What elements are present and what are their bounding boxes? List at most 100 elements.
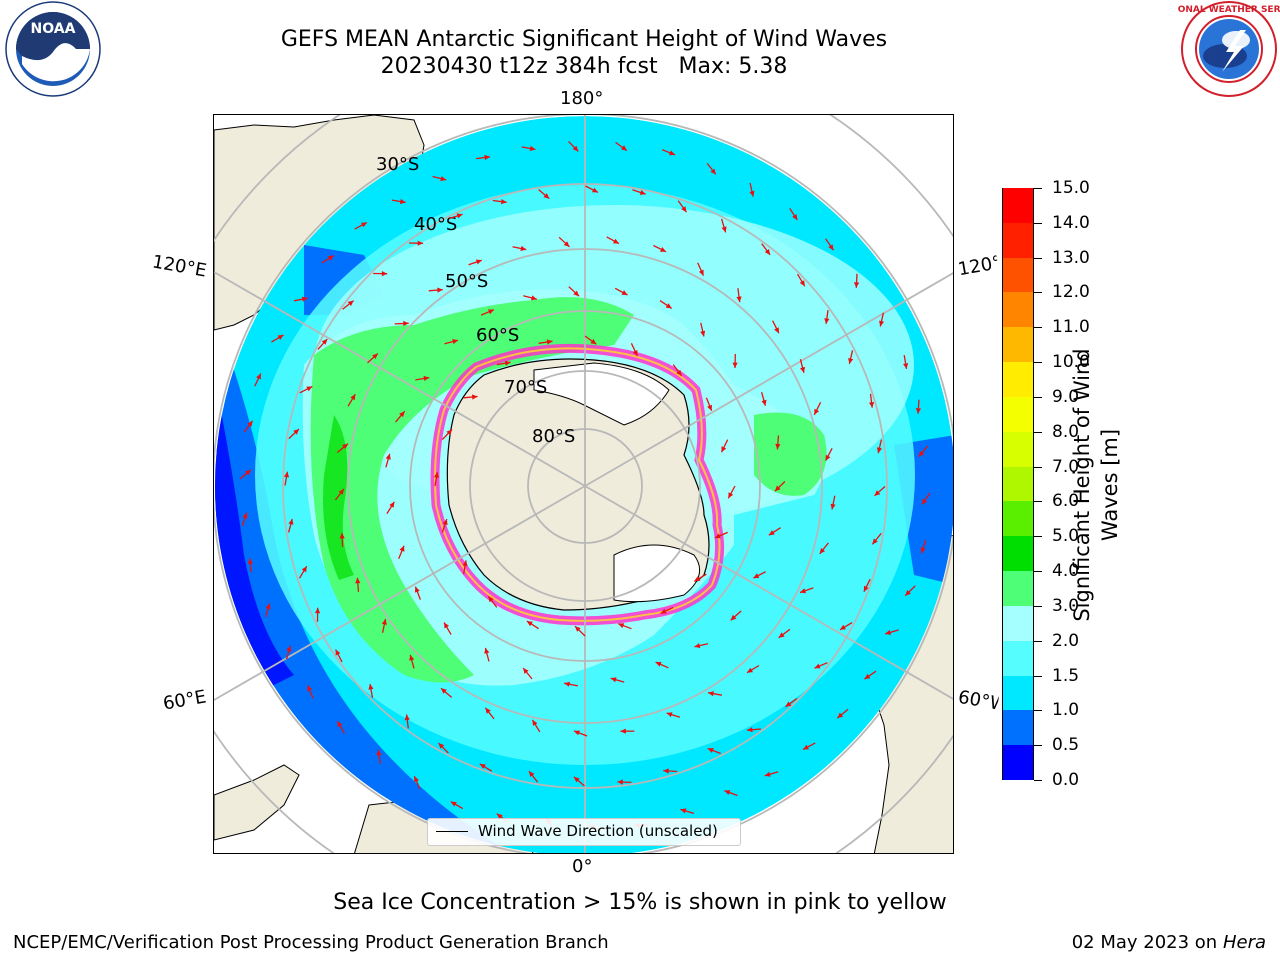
lat-label-70: 70°S xyxy=(504,377,547,398)
colorbar-tick-mark xyxy=(1034,605,1042,607)
wave-arrow-head xyxy=(472,394,478,400)
wave-arrow-head xyxy=(335,649,341,656)
wave-arrow-head xyxy=(488,596,494,603)
colorbar-tick-mark xyxy=(1034,188,1042,189)
noaa-logo: NOAA xyxy=(2,0,104,100)
wave-arrow-head xyxy=(288,518,294,525)
wave-arrow-head xyxy=(327,255,334,261)
wave-arrow-head xyxy=(764,249,771,255)
colorbar-tick-label: 7.0 xyxy=(1052,456,1080,477)
wave-arrow-head xyxy=(708,691,714,697)
wave-arrow-head xyxy=(574,730,580,736)
wave-arrow-head xyxy=(694,576,701,582)
wave-arrow-head xyxy=(778,632,785,638)
wave-arrow-head xyxy=(803,744,809,750)
wave-arrow-head xyxy=(639,190,646,195)
colorbar-segment xyxy=(1003,361,1033,397)
colorbar-tick-mark xyxy=(1034,675,1042,677)
footer-date: 02 May 2023 on Hera xyxy=(1072,932,1266,953)
colorbar-tick-mark xyxy=(1034,710,1042,712)
wave-arrow-head xyxy=(775,443,781,450)
colorbar-label: Significant Height of Wind Waves [m] xyxy=(1070,348,1122,622)
wave-arrow-head xyxy=(768,530,775,536)
wave-arrow-head xyxy=(632,350,638,356)
colorbar xyxy=(1002,187,1034,780)
wave-arrow-head xyxy=(921,498,928,505)
wave-arrow-head xyxy=(800,588,806,594)
wave-arrow-head xyxy=(764,771,771,777)
wave-arrow-head xyxy=(721,226,727,233)
wave-arrow-head xyxy=(501,199,507,205)
wave-arrow-head xyxy=(484,154,490,161)
colorbar-segment xyxy=(1003,675,1033,711)
wave-arrow-head xyxy=(575,626,581,632)
colorbar-tick-mark xyxy=(1034,431,1042,433)
graticule xyxy=(214,115,953,853)
wave-arrow-head xyxy=(385,453,391,460)
ross-ice-shelf xyxy=(533,362,670,426)
lat-label-30: 30°S xyxy=(376,154,419,175)
wave-arrow-head xyxy=(903,363,909,369)
wave-arrow-head xyxy=(403,320,409,327)
wave-arrow-head xyxy=(681,206,687,213)
wave-arrow-head xyxy=(730,614,737,621)
wave-arrow-head xyxy=(872,538,878,545)
wave-arrow-head xyxy=(531,295,537,301)
wave-arrow-head xyxy=(306,386,313,392)
footer-date-text: 02 May 2023 on xyxy=(1071,932,1218,953)
latitude-labels: 30°S 40°S 50°S 60°S 70°S 80°S xyxy=(376,154,575,447)
wave-arrow-head xyxy=(433,472,439,478)
wave-arrow-head xyxy=(874,490,881,496)
wave-arrow-head xyxy=(446,429,452,436)
colorbar-tick-mark xyxy=(1034,257,1042,259)
colorbar-tick-mark xyxy=(1034,327,1042,329)
wave-arrow-head xyxy=(774,327,779,334)
colorbar-segment xyxy=(1003,326,1033,363)
nws-ring-text: NATIONAL WEATHER SERVICE xyxy=(1178,5,1280,15)
wave-arrow-head xyxy=(618,623,625,629)
wind-wave-arrows xyxy=(239,140,931,832)
wave-arrow-head xyxy=(676,369,682,376)
colorbar-segment xyxy=(1003,291,1033,328)
lon-label-60w: 60°W xyxy=(956,686,1000,715)
wave-arrow-head xyxy=(315,607,321,614)
wave-arrow-head xyxy=(339,533,345,539)
wave-arrow-head xyxy=(819,548,826,554)
lat-label-80: 80°S xyxy=(532,426,575,447)
wave-arrow-head xyxy=(837,712,844,719)
wave-arrow-head xyxy=(520,245,527,251)
wave-arrow-head xyxy=(437,287,443,293)
legend-label: Wind Wave Direction (unscaled) xyxy=(478,822,718,840)
wave-arrow-head xyxy=(728,492,734,499)
wave-arrow-head xyxy=(283,471,290,478)
colorbar-tick-label: 2.0 xyxy=(1052,630,1080,651)
colorbar-segment xyxy=(1003,709,1033,746)
wave-arrow-head xyxy=(376,749,382,756)
wave-arrow-head xyxy=(350,394,356,401)
title-line-1: GEFS MEAN Antarctic Significant Height o… xyxy=(280,27,888,52)
colorbar-segment xyxy=(1003,466,1033,502)
wave-arrow-head xyxy=(707,404,712,411)
wave-arrow-head xyxy=(338,488,344,495)
lat-label-40: 40°S xyxy=(414,214,457,235)
colorbar-segment xyxy=(1003,500,1033,537)
wave-arrow-head xyxy=(621,145,627,151)
lat-label-50: 50°S xyxy=(445,271,488,292)
colorbar-tick-label: 3.0 xyxy=(1052,595,1080,616)
lon-label-180: 180° xyxy=(560,88,604,109)
wave-arrow-head xyxy=(441,688,447,694)
wave-arrow-head xyxy=(573,776,580,783)
wave-arrow-head xyxy=(462,560,468,567)
wave-arrow-head xyxy=(286,645,292,652)
wave-arrow-head xyxy=(529,145,536,151)
wave-arrow-head xyxy=(814,408,820,415)
colorbar-segment xyxy=(1003,222,1033,258)
sea-ice-caption: Sea Ice Concentration > 15% is shown in … xyxy=(333,890,947,915)
wave-arrow-head xyxy=(277,334,284,340)
wave-arrow-head xyxy=(307,685,313,692)
wave-arrow-head xyxy=(573,290,580,297)
wave-arrow-head xyxy=(372,353,378,359)
wave-height-field xyxy=(215,116,953,853)
wave-arrow-head xyxy=(714,533,721,539)
wave-arrow-head xyxy=(824,318,830,324)
